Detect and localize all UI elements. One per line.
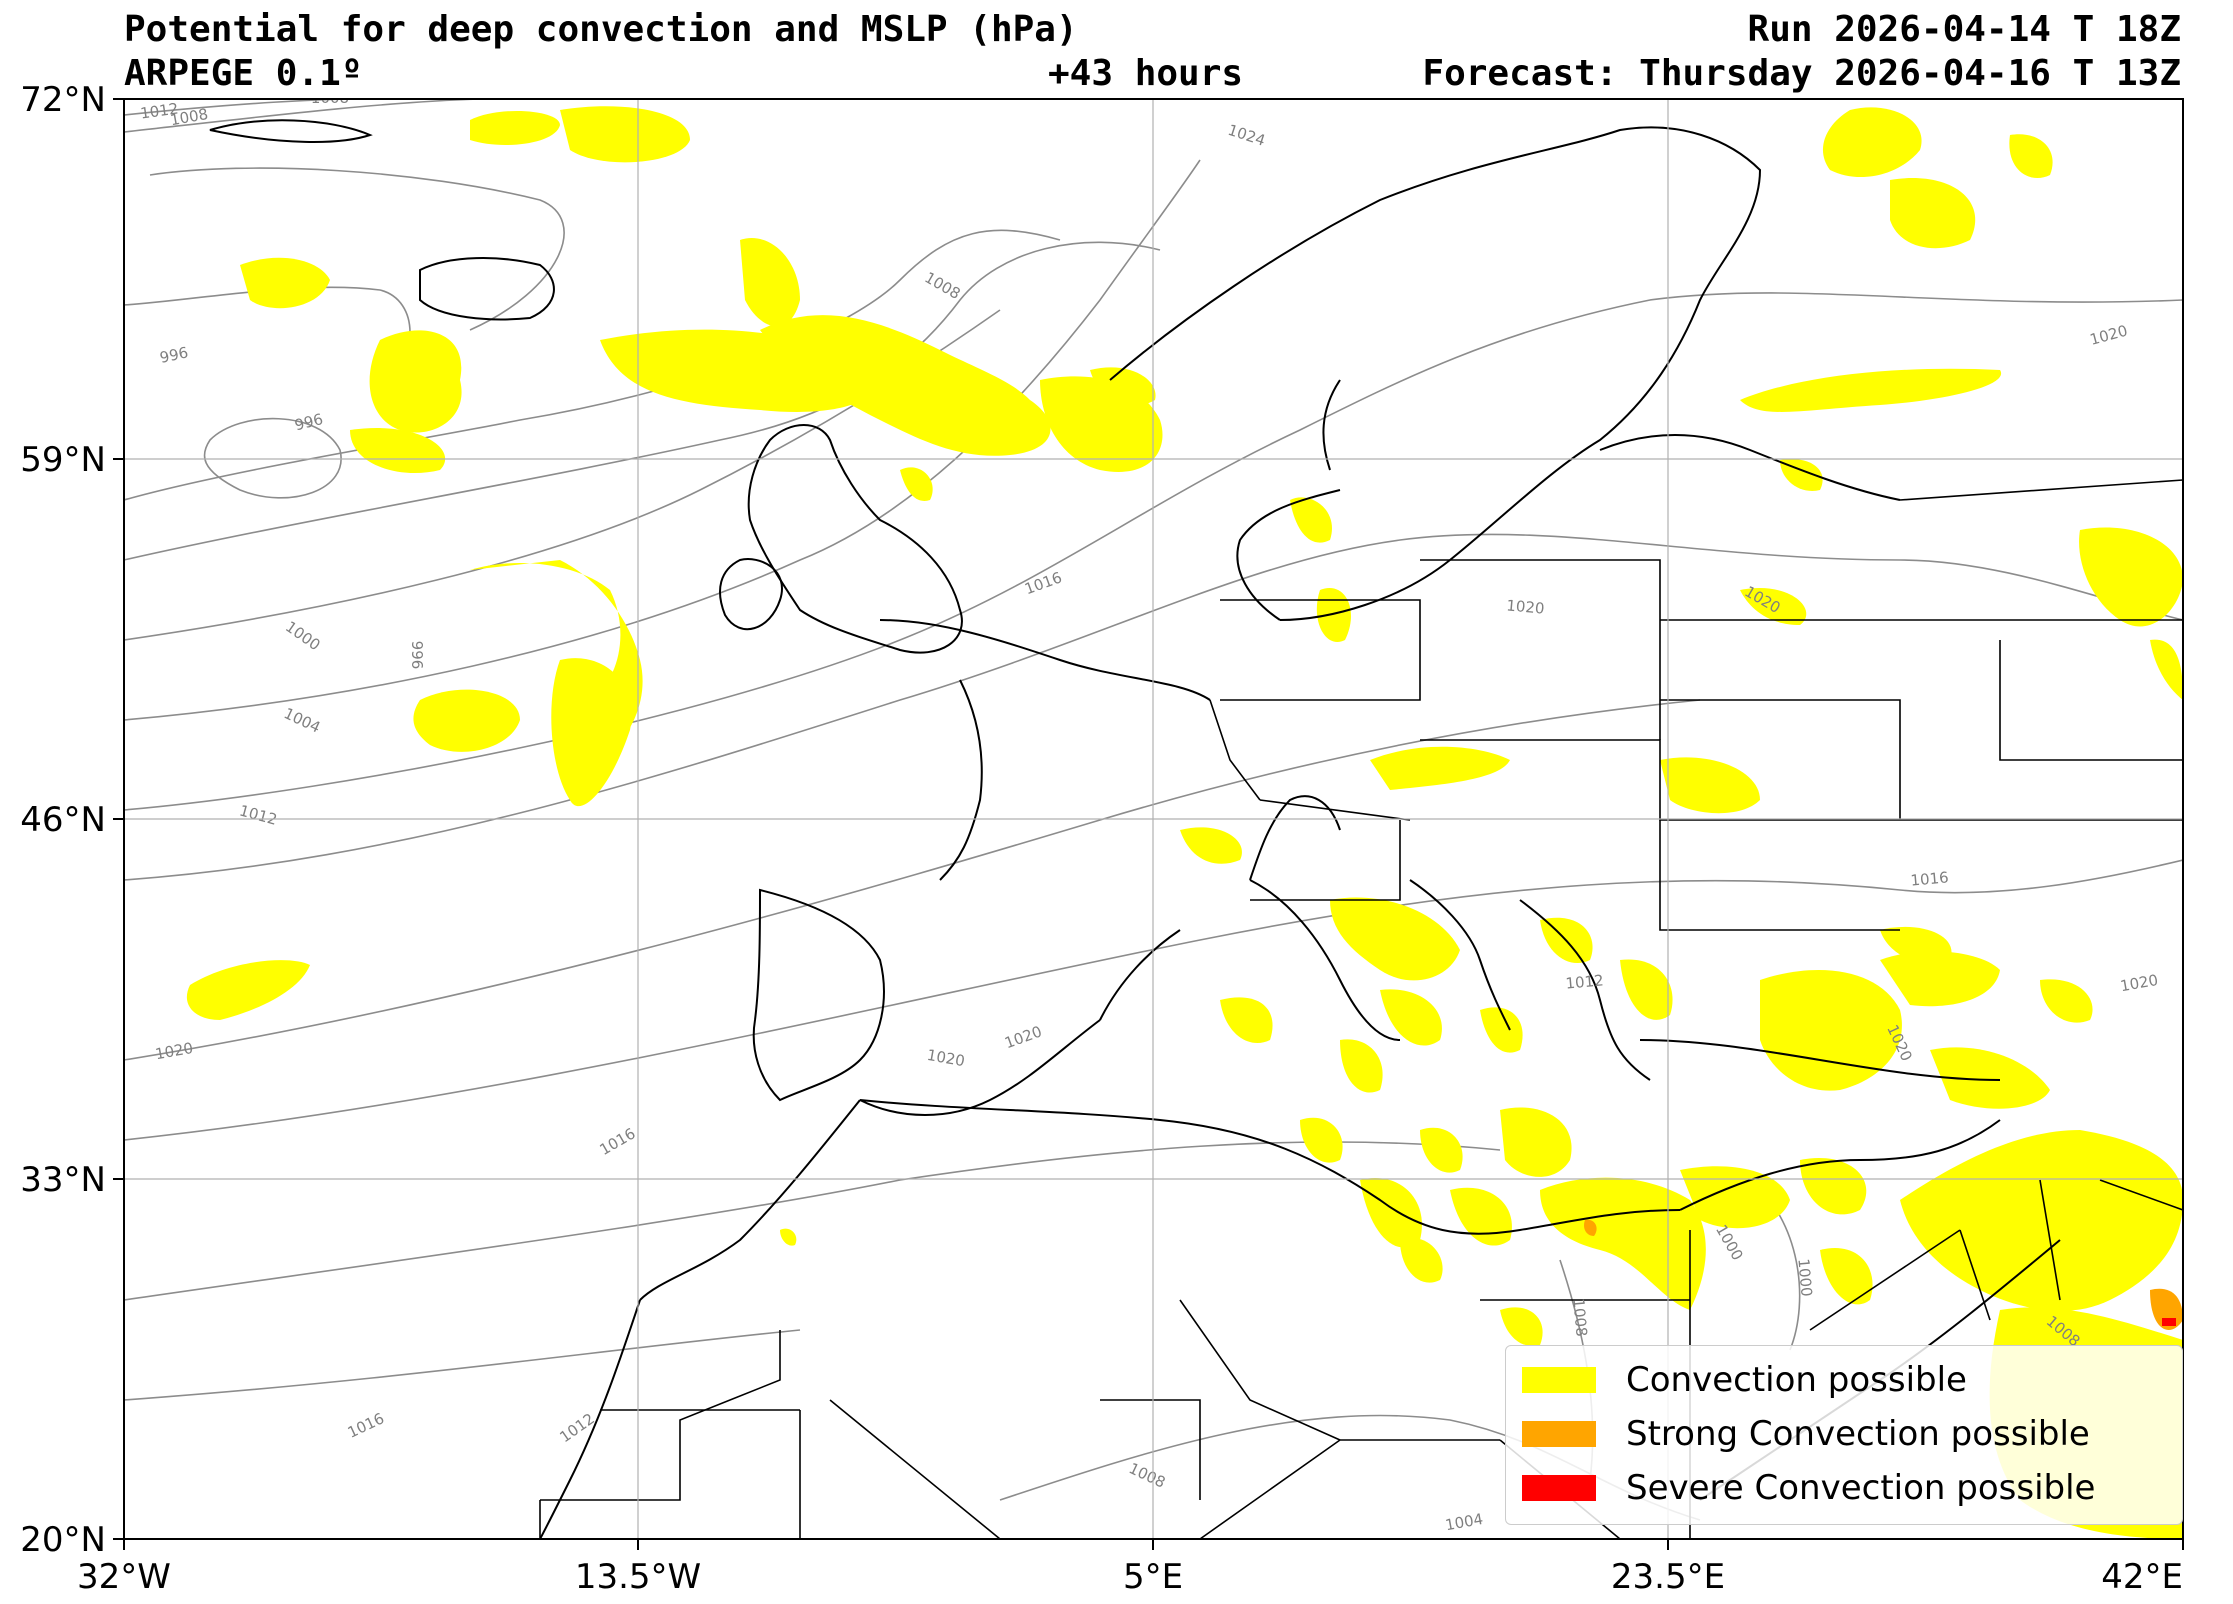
isobar-label: 1008 <box>1569 1298 1590 1338</box>
lon-tick-label: 5°E <box>1123 1557 1183 1597</box>
isobar-label: 1000 <box>282 618 324 655</box>
isobar-label: 1020 <box>2088 322 2130 349</box>
legend-swatch <box>1522 1367 1596 1393</box>
lon-tick-label: 13.5°W <box>575 1557 701 1597</box>
isobar-label: 1020 <box>926 1046 967 1070</box>
legend-swatch <box>1522 1475 1596 1501</box>
lat-tick-label: 59°N <box>20 440 106 480</box>
tick-marks <box>113 98 2184 1550</box>
coastlines <box>209 119 2061 1539</box>
isobar-label: 1012 <box>1565 971 1605 992</box>
isobar-label: 1016 <box>1910 868 1950 889</box>
isobar-label: 996 <box>293 410 325 434</box>
legend-item-convection: Convection possible <box>1522 1360 1967 1400</box>
isobar-label: 1016 <box>345 1409 387 1441</box>
lat-tick-label: 72°N <box>20 80 106 120</box>
legend-label: Convection possible <box>1626 1360 1967 1400</box>
isobar-label: 1012 <box>238 802 280 829</box>
lat-tick-labels: 72°N 59°N 46°N 33°N 20°N <box>20 80 106 1560</box>
model-name: ARPEGE 0.1º <box>124 53 363 94</box>
graticule <box>124 99 2183 1539</box>
lon-tick-label: 23.5°E <box>1611 1557 1725 1597</box>
isobar-label: 1020 <box>1002 1022 1044 1052</box>
isobar-label: 1020 <box>154 1039 195 1063</box>
isobar-label: 1008 <box>1126 1459 1168 1491</box>
legend-label: Strong Convection possible <box>1626 1414 2090 1454</box>
isobar-label: 996 <box>408 641 426 670</box>
lon-tick-label: 32°W <box>77 1557 171 1597</box>
isobar-label: 1004 <box>281 704 323 736</box>
isobar-label: 1008 <box>311 89 349 107</box>
isobar-label: 996 <box>158 343 190 367</box>
isobar-label: 1004 <box>1444 1510 1485 1534</box>
lat-tick-label: 20°N <box>20 1520 106 1560</box>
isobar-label: 1012 <box>556 1410 598 1447</box>
lat-tick-label: 46°N <box>20 800 106 840</box>
isobar-label: 1024 <box>1226 121 1268 150</box>
severe-convection-areas <box>2162 1318 2176 1326</box>
isobar-label: 1016 <box>1022 568 1064 598</box>
legend: Convection possible Strong Convection po… <box>1505 1345 2183 1525</box>
lead-time: +43 hours <box>1048 53 1244 94</box>
legend-label: Severe Convection possible <box>1626 1468 2096 1508</box>
isobar-label: 1020 <box>1506 596 1546 617</box>
legend-item-strong: Strong Convection possible <box>1522 1414 2090 1454</box>
isobar-label: 1008 <box>921 268 963 303</box>
lon-tick-labels: 32°W 13.5°W 5°E 23.5°E 42°E <box>77 1557 2183 1597</box>
map-title: Potential for deep convection and MSLP (… <box>124 9 1078 50</box>
run-time: Run 2026-04-14 T 18Z <box>1747 9 2181 50</box>
lon-tick-label: 42°E <box>2101 1557 2183 1597</box>
isobar-labels: 1012 1008 1008 996 996 1008 1024 1000 996 1004 101… <box>139 89 2160 1534</box>
isobar-label: 1000 <box>1794 1258 1815 1298</box>
country-borders <box>539 479 2183 1539</box>
isobar-label: 1012 <box>139 99 179 122</box>
legend-item-severe: Severe Convection possible <box>1522 1468 2095 1508</box>
isobar-label: 1016 <box>596 1124 638 1159</box>
forecast-time: Forecast: Thursday 2026-04-16 T 13Z <box>1422 53 2181 94</box>
lat-tick-label: 33°N <box>20 1160 106 1200</box>
isobar-label: 1020 <box>2119 971 2160 995</box>
legend-swatch <box>1522 1421 1596 1447</box>
